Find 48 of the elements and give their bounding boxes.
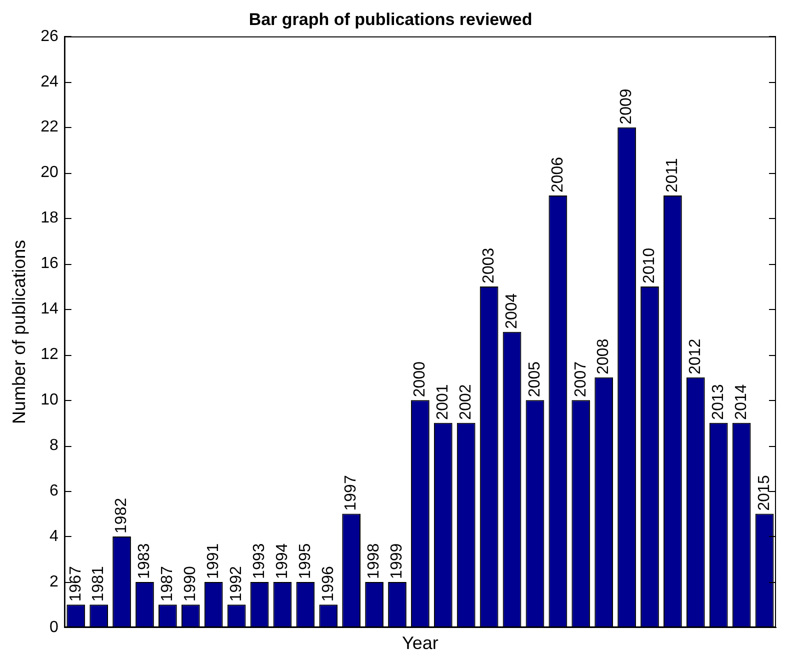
- x-tick-label: 1983: [136, 543, 154, 579]
- x-tick-label: 1999: [388, 543, 406, 579]
- x-tick-label: 1992: [228, 566, 245, 602]
- x-tick-label: 1993: [250, 543, 268, 579]
- y-axis-title: Number of publications: [8, 240, 29, 424]
- x-tick-label: 1982: [113, 498, 130, 534]
- y-tick-label: 14: [40, 300, 58, 318]
- x-tick-label: 2013: [710, 384, 728, 420]
- x-tick-label: 1995: [296, 543, 314, 579]
- x-tick-label: 2003: [480, 248, 498, 284]
- x-tick-label: 2007: [572, 361, 590, 398]
- y-tick-label: 16: [40, 255, 58, 272]
- x-tick-label: 2010: [641, 248, 658, 284]
- x-tick-label: 1997: [342, 475, 360, 511]
- x-tick-label: 2008: [595, 338, 612, 374]
- x-tick-label: 2005: [526, 361, 544, 398]
- x-tick-label: 2006: [549, 156, 566, 193]
- y-tick-label: 24: [40, 73, 58, 90]
- y-tick-label: 4: [49, 528, 58, 545]
- y-tick-label: 8: [49, 436, 58, 454]
- x-tick-label: 2009: [618, 88, 636, 124]
- x-tick-label: 2001: [434, 384, 452, 420]
- x-tick-label: 1990: [182, 566, 200, 602]
- x-tick-label: 1967: [67, 566, 84, 602]
- y-tick-label: 10: [40, 392, 58, 408]
- x-tick-label: 1994: [274, 543, 291, 579]
- y-tick-label: 22: [40, 118, 58, 136]
- y-tick-label: 6: [49, 482, 58, 500]
- x-tick-label: 2015: [756, 475, 773, 511]
- y-tick-label: 18: [40, 210, 58, 227]
- x-axis-title: Year: [402, 633, 438, 654]
- chart-title: Bar graph of publications reviewed: [248, 10, 532, 29]
- x-tick-label: 1987: [159, 566, 176, 602]
- x-tick-label: 2014: [732, 384, 750, 420]
- x-tick-label: 1996: [320, 566, 337, 602]
- y-tick-label: 2: [49, 573, 58, 590]
- y-tick-label: 12: [40, 346, 58, 364]
- y-tick-label: 0: [49, 618, 58, 636]
- x-tick-label: 2000: [412, 361, 429, 398]
- y-tick-label: 20: [40, 164, 58, 182]
- x-tick-label: 1981: [90, 566, 108, 602]
- x-tick-label: 2004: [503, 293, 520, 329]
- x-tick-label: 2012: [687, 338, 704, 374]
- y-tick-label: 26: [40, 28, 58, 45]
- x-tick-label: 2002: [458, 384, 475, 420]
- x-tick-label: 1998: [366, 543, 383, 579]
- x-tick-label: 2011: [664, 158, 682, 193]
- x-tick-label: 1991: [205, 543, 222, 579]
